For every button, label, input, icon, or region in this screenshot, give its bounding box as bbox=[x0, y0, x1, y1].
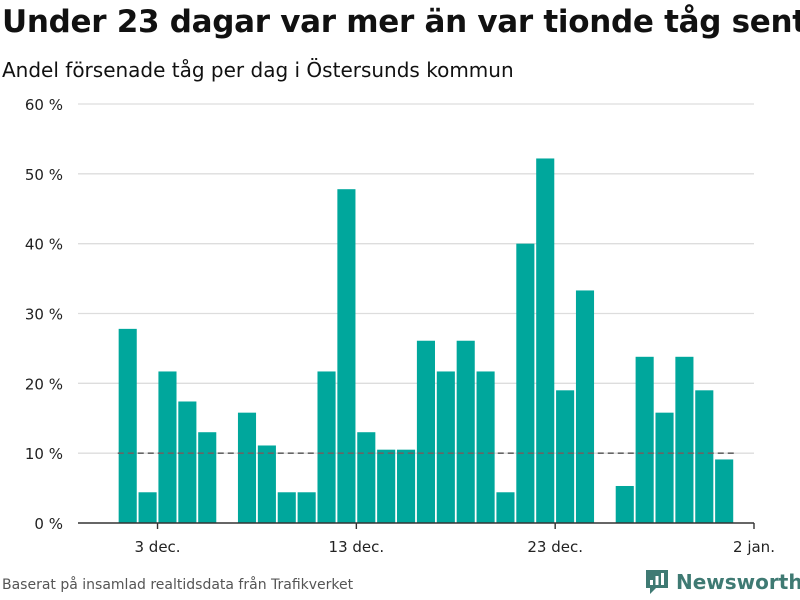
x-tick-label: 2 jan. bbox=[733, 538, 775, 556]
bar bbox=[416, 340, 435, 523]
bar bbox=[257, 445, 276, 523]
bar bbox=[556, 390, 575, 523]
bar bbox=[198, 432, 217, 523]
x-axis: 3 dec. 13 dec. 23 dec. 2 jan. bbox=[78, 522, 775, 556]
bars bbox=[118, 158, 734, 524]
bar bbox=[655, 412, 674, 523]
bar bbox=[695, 390, 714, 523]
bar bbox=[317, 371, 336, 523]
bar bbox=[118, 328, 137, 523]
bar bbox=[516, 243, 535, 523]
bar bbox=[476, 371, 495, 523]
bar bbox=[397, 449, 416, 523]
bar bbox=[337, 189, 356, 524]
bar bbox=[237, 412, 257, 523]
bar bbox=[496, 492, 515, 523]
bar bbox=[138, 492, 157, 523]
brand-logo: Newsworthy bbox=[644, 568, 800, 596]
x-tick-label: 23 dec. bbox=[527, 538, 583, 556]
x-tick-label: 3 dec. bbox=[134, 538, 180, 556]
source-note: Baserat på insamlad realtidsdata från Tr… bbox=[2, 577, 354, 593]
y-tick-label: 40 % bbox=[25, 236, 63, 254]
chart-subtitle: Andel försenade tåg per dag i Östersunds… bbox=[2, 58, 514, 82]
y-tick-label: 50 % bbox=[25, 166, 63, 184]
bar bbox=[377, 449, 396, 523]
bar bbox=[357, 432, 376, 523]
bar bbox=[635, 356, 654, 523]
y-tick-label: 20 % bbox=[25, 375, 63, 393]
bar bbox=[575, 290, 595, 523]
bar bbox=[675, 356, 694, 523]
x-tick-label: 13 dec. bbox=[329, 538, 385, 556]
bar bbox=[158, 371, 177, 523]
y-axis-labels: 0 % 10 % 20 % 30 % 40 % 50 % 60 % bbox=[25, 96, 63, 533]
bar bbox=[297, 492, 316, 523]
brand-name: Newsworthy bbox=[676, 570, 800, 594]
y-tick-label: 0 % bbox=[34, 515, 63, 533]
bar bbox=[536, 158, 555, 523]
bar bbox=[615, 485, 634, 523]
bar bbox=[436, 371, 455, 523]
y-tick-label: 10 % bbox=[25, 445, 63, 463]
chart-title: Under 23 dagar var mer än var tionde tåg… bbox=[2, 4, 800, 40]
bar bbox=[178, 401, 197, 523]
bar bbox=[715, 459, 734, 523]
y-tick-label: 30 % bbox=[25, 306, 63, 324]
y-tick-label: 60 % bbox=[25, 96, 63, 114]
newsworthy-logo-icon bbox=[646, 570, 668, 594]
bar bbox=[277, 492, 296, 523]
bar bbox=[456, 340, 475, 523]
